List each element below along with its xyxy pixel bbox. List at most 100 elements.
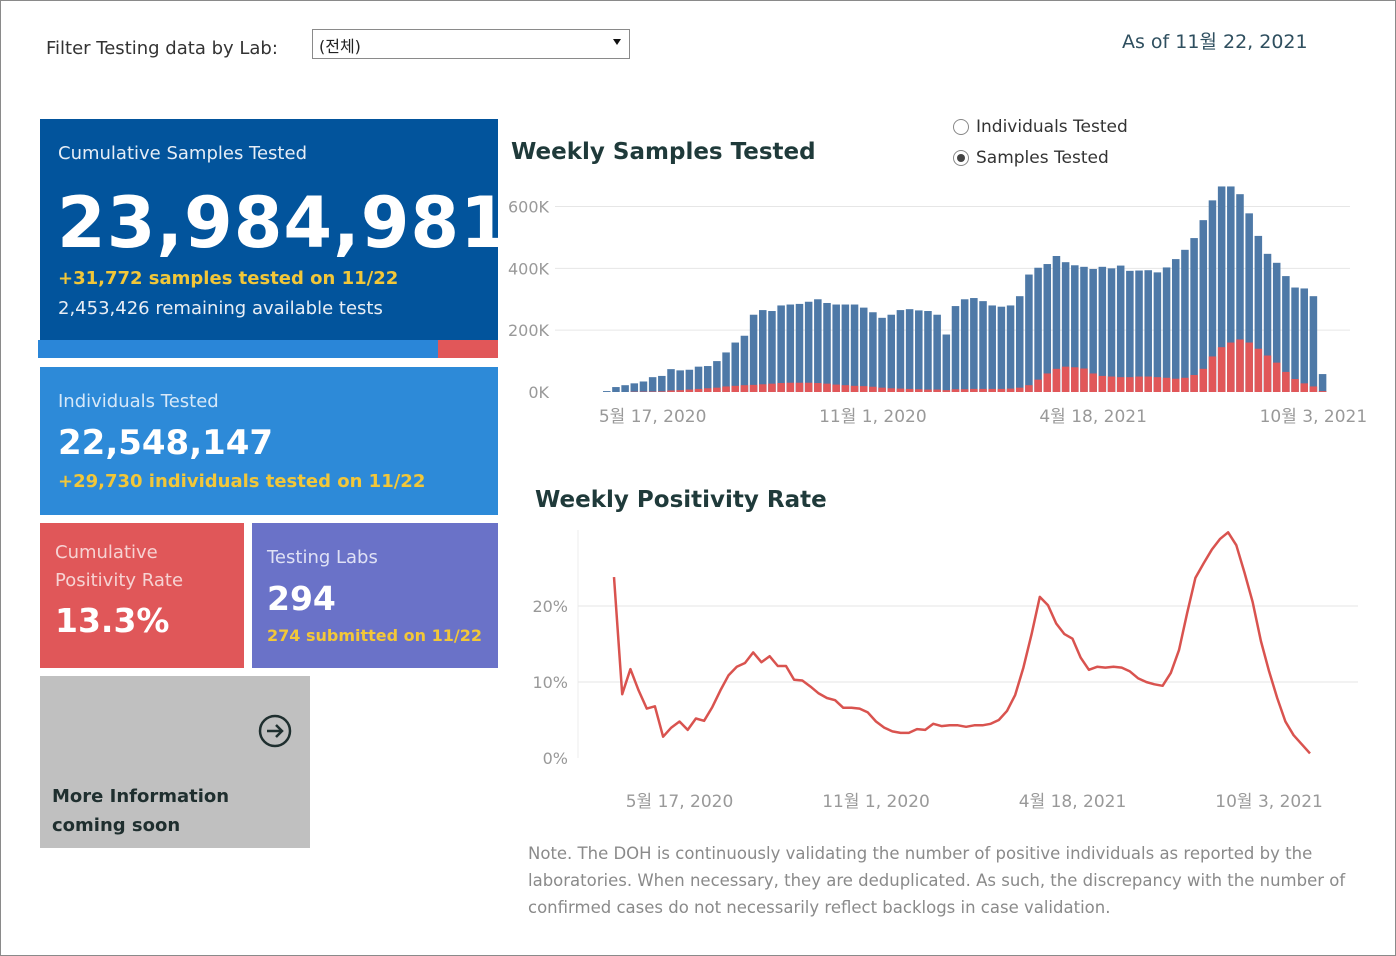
tests-used-bar	[38, 340, 438, 358]
total-bar	[1171, 259, 1180, 392]
total-bar	[960, 299, 969, 392]
positive-bar	[1043, 373, 1052, 392]
positive-bar	[1309, 386, 1318, 392]
toggle-samples-label: Samples Tested	[976, 148, 1109, 168]
positive-bar	[804, 382, 813, 392]
positive-bar	[970, 388, 978, 392]
total-bar	[1300, 288, 1308, 392]
positive-bar	[1089, 373, 1097, 392]
radio-samples-icon[interactable]	[953, 150, 969, 166]
x-tick-label: 11월 1, 2020	[819, 407, 927, 427]
radio-individuals-icon[interactable]	[953, 119, 969, 135]
positive-bar	[997, 388, 1006, 392]
x-tick-label: 5월 17, 2020	[599, 407, 707, 427]
y-tick-label: 200K	[508, 321, 550, 340]
total-bar	[1181, 249, 1189, 392]
total-bar	[1291, 287, 1299, 392]
positive-bar	[713, 387, 721, 392]
positive-bar	[1181, 377, 1189, 392]
y-tick-label: 0K	[528, 383, 549, 402]
total-bar	[1098, 266, 1107, 392]
positive-bar	[988, 388, 996, 392]
positive-bar	[1153, 377, 1162, 392]
total-bar	[667, 369, 675, 392]
positive-bar	[915, 389, 923, 392]
positive-bar	[1318, 391, 1327, 392]
positive-bar	[749, 384, 758, 392]
positive-bar	[740, 385, 749, 392]
positive-bar	[658, 391, 666, 392]
positive-bar	[722, 386, 730, 392]
total-bar	[759, 310, 767, 392]
positive-bar	[1126, 377, 1134, 392]
x-tick-label: 5월 17, 2020	[626, 792, 734, 812]
total-bar	[1227, 186, 1235, 392]
toggle-individuals-tested[interactable]: Individuals Tested	[953, 117, 1128, 137]
positive-bar	[887, 388, 896, 392]
arrow-right-circle-icon[interactable]	[258, 714, 292, 748]
positive-bar	[1300, 383, 1308, 392]
total-bar	[988, 305, 996, 392]
positive-bar	[1245, 342, 1253, 392]
total-bar	[1282, 276, 1290, 392]
total-bar	[1254, 235, 1263, 392]
toggle-samples-tested[interactable]: Samples Tested	[953, 148, 1128, 168]
measure-toggle: Individuals Tested Samples Tested	[953, 117, 1128, 168]
y-tick-label: 0%	[543, 749, 568, 768]
positive-bar	[1107, 376, 1116, 392]
total-bar	[878, 317, 886, 392]
x-tick-label: 4월 18, 2021	[1039, 407, 1147, 427]
individuals-tested-today: +29,730 individuals tested on 11/22	[58, 471, 426, 492]
positive-bar	[1034, 379, 1042, 392]
weekly-positivity-chart: 20% 10% 0% 5월 17, 2020 11월 1, 2020 4월 18, 202…	[532, 530, 1358, 812]
positive-bar	[1015, 387, 1024, 392]
tests-remaining-bar	[438, 340, 498, 358]
y-tick-label: 400K	[508, 259, 550, 278]
positive-bar	[841, 385, 850, 392]
total-bar	[1162, 267, 1171, 392]
positive-bar	[1263, 355, 1272, 392]
positivity-rate-card: Cumulative Positivity Rate 13.3%	[40, 523, 244, 668]
total-bar	[1199, 220, 1208, 392]
lab-filter-value: (전체)	[319, 37, 361, 56]
positive-bar	[832, 384, 840, 392]
total-bar	[859, 307, 868, 392]
total-bar	[621, 385, 629, 392]
positive-bar	[676, 390, 684, 392]
positive-bar	[786, 382, 795, 392]
total-bar	[639, 381, 648, 392]
more-information-card[interactable]: More Information coming soon	[40, 676, 310, 848]
total-bar	[979, 301, 987, 392]
total-bar	[1318, 374, 1327, 392]
positive-bar	[814, 383, 822, 392]
total-bar	[832, 304, 840, 392]
positivity-rate-value: 13.3%	[55, 601, 170, 640]
positive-bar	[777, 383, 785, 392]
positive-bar	[1199, 368, 1208, 392]
total-bar	[1025, 274, 1033, 392]
positive-bar	[960, 389, 969, 392]
positivity-line	[612, 531, 1311, 755]
weekly-samples-title: Weekly Samples Tested	[511, 139, 816, 165]
positive-bar	[878, 387, 886, 392]
total-bar	[777, 305, 785, 392]
total-bar	[795, 303, 804, 392]
positive-bar	[869, 386, 877, 392]
total-bar	[713, 361, 721, 392]
total-bar	[786, 304, 795, 392]
total-bar	[1272, 262, 1281, 392]
lab-filter-select[interactable]: (전체)	[312, 29, 630, 59]
positive-bar	[1052, 368, 1061, 392]
positive-bar	[1135, 376, 1143, 392]
total-bar	[1089, 268, 1097, 392]
total-bar	[814, 299, 822, 392]
total-bar	[997, 306, 1006, 392]
total-bar	[1116, 265, 1125, 392]
positive-bar	[823, 383, 831, 392]
total-bar	[1190, 238, 1198, 392]
testing-labs-card: Testing Labs 294 274 submitted on 11/22	[252, 523, 498, 668]
positive-bar	[1217, 347, 1226, 392]
total-bar	[915, 310, 923, 392]
positive-bar	[1071, 367, 1079, 392]
total-bar	[612, 387, 620, 392]
